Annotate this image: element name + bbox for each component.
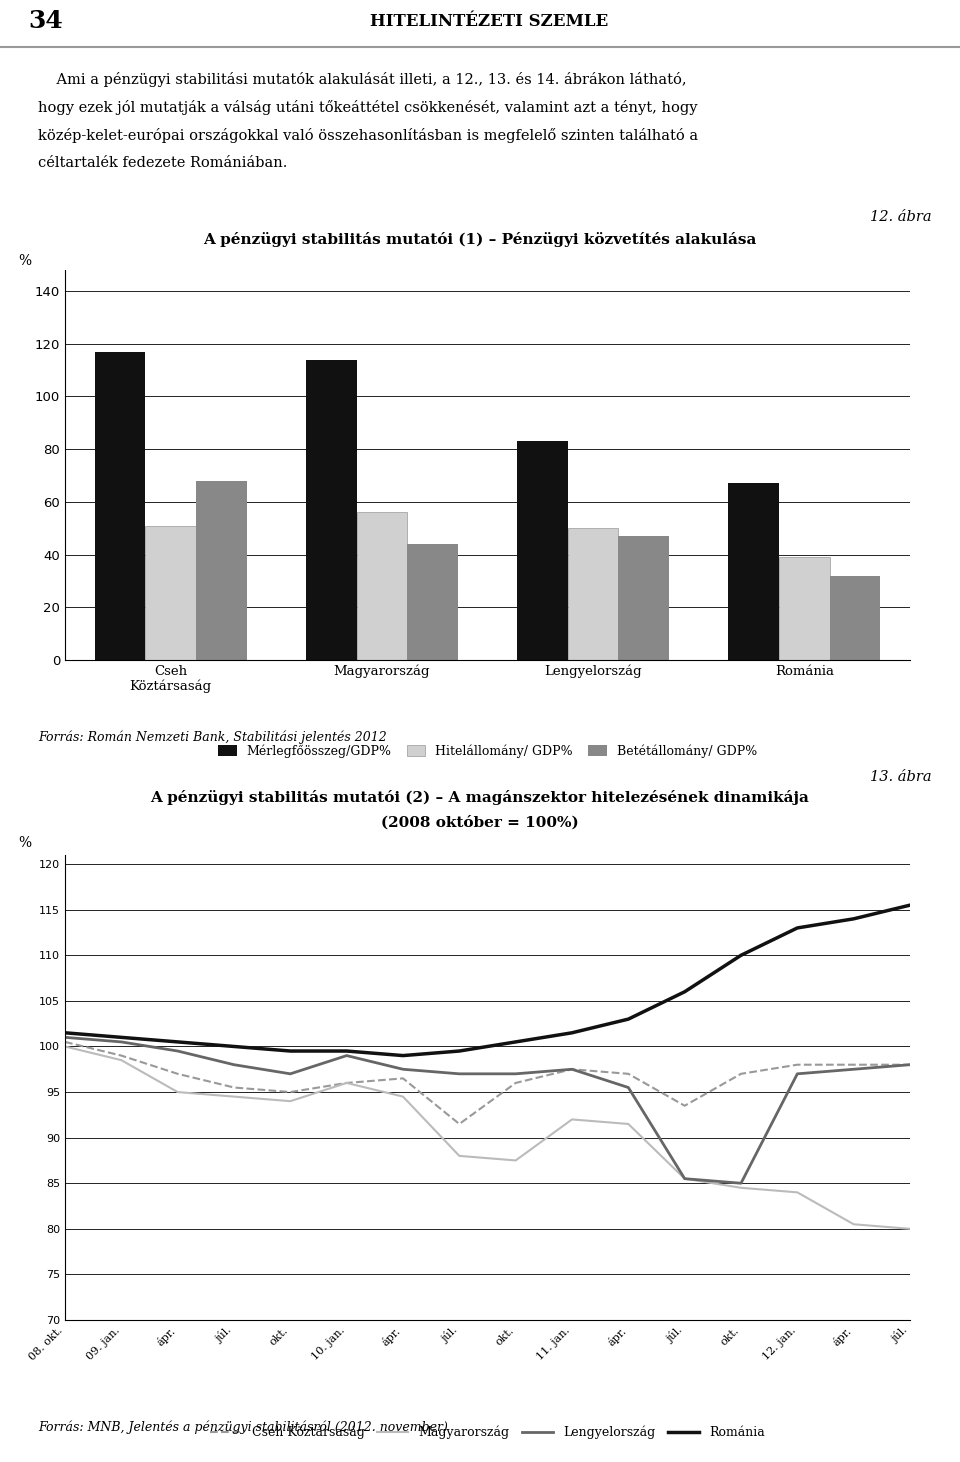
Text: hogy ezek jól mutatják a válság utáni tőkeáttétel csökkenését, valamint azt a té: hogy ezek jól mutatják a válság utáni tő… [38, 99, 698, 115]
Cseh Köztársaság [397, 1070, 409, 1088]
Románia [60, 1023, 71, 1041]
Lengyelország [848, 1060, 859, 1077]
Cseh Köztársaság [904, 1056, 916, 1073]
Legend: Cseh Köztársaság, Magyarország, Lengyelország, Románia: Cseh Köztársaság, Magyarország, Lengyelo… [205, 1421, 770, 1444]
Magyarország [623, 1116, 635, 1133]
Text: Forrás: Román Nemzeti Bank, Stabilitási jelentés 2012: Forrás: Román Nemzeti Bank, Stabilitási … [38, 730, 387, 744]
Text: közép-kelet-európai országokkal való összehasonlításban is megfelelő szinten tal: közép-kelet-európai országokkal való öss… [38, 129, 699, 143]
Bar [729, 484, 779, 659]
Lengyelország [792, 1064, 804, 1082]
Bar [618, 537, 669, 659]
Lengyelország [228, 1056, 240, 1073]
Cseh Köztársaság [623, 1064, 635, 1082]
Cseh Köztársaság [848, 1056, 859, 1073]
Románia [397, 1047, 409, 1064]
Románia [228, 1038, 240, 1056]
Line: Románia: Románia [65, 905, 910, 1056]
Cseh Köztársaság [341, 1075, 352, 1092]
Lengyelország [60, 1029, 71, 1047]
Text: HITELINTÉZETI SZEMLE: HITELINTÉZETI SZEMLE [371, 13, 609, 29]
Magyarország [735, 1178, 747, 1196]
Lengyelország [453, 1064, 465, 1082]
Line: Cseh Köztársaság: Cseh Köztársaság [65, 1042, 910, 1124]
Lengyelország [115, 1034, 127, 1051]
Cseh Köztársaság [453, 1116, 465, 1133]
Text: %: % [18, 254, 32, 269]
Magyarország [566, 1111, 578, 1129]
Cseh Köztársaság [172, 1064, 183, 1082]
Cseh Köztársaság [566, 1060, 578, 1077]
Line: Magyarország: Magyarország [65, 1047, 910, 1230]
Románia [679, 982, 690, 1000]
Magyarország [792, 1184, 804, 1202]
Line: Lengyelország: Lengyelország [65, 1038, 910, 1183]
Lengyelország [679, 1170, 690, 1187]
Magyarország [510, 1152, 521, 1170]
Románia [510, 1034, 521, 1051]
Románia [848, 909, 859, 927]
Cseh Köztársaság [679, 1096, 690, 1114]
Bar [829, 576, 880, 659]
Bar [306, 360, 356, 659]
Cseh Köztársaság [510, 1075, 521, 1092]
Lengyelország [172, 1042, 183, 1060]
Legend: Mérlegfőösszeg/GDP%, Hitelállomány/ GDP%, Betétállomány/ GDP%: Mérlegfőösszeg/GDP%, Hitelállomány/ GDP%… [213, 740, 762, 763]
Románia [904, 896, 916, 914]
Text: 12. ábra: 12. ábra [870, 211, 931, 224]
Bar [779, 557, 829, 659]
Cseh Köztársaság [284, 1083, 296, 1101]
Lengyelország [284, 1064, 296, 1082]
Cseh Köztársaság [735, 1064, 747, 1082]
Cseh Köztársaság [60, 1034, 71, 1051]
Cseh Köztársaság [228, 1079, 240, 1096]
Magyarország [228, 1088, 240, 1105]
Magyarország [60, 1038, 71, 1056]
Bar [407, 544, 458, 659]
Magyarország [904, 1221, 916, 1238]
Bar [95, 352, 145, 659]
Lengyelország [904, 1056, 916, 1073]
Románia [284, 1042, 296, 1060]
Magyarország [115, 1051, 127, 1069]
Románia [623, 1010, 635, 1028]
Románia [566, 1023, 578, 1041]
Bar [145, 526, 196, 659]
Magyarország [679, 1170, 690, 1187]
Text: %: % [18, 836, 32, 851]
Cseh Köztársaság [115, 1047, 127, 1064]
Románia [792, 920, 804, 937]
Magyarország [341, 1075, 352, 1092]
Magyarország [848, 1215, 859, 1232]
Bar [196, 481, 247, 659]
Bar [356, 513, 407, 659]
Text: A pénzügyi stabilitás mutatói (2) – A magánszektor hitelezésének dinamikája: A pénzügyi stabilitás mutatói (2) – A ma… [151, 789, 809, 806]
Románia [453, 1042, 465, 1060]
Lengyelország [623, 1079, 635, 1096]
Text: Forrás: MNB, Jelentés a pénzügyi stabilitásról (2012. november): Forrás: MNB, Jelentés a pénzügyi stabili… [38, 1420, 448, 1434]
Magyarország [172, 1083, 183, 1101]
Text: Ami a pénzügyi stabilitási mutatók alakulását illeti, a 12., 13. és 14. ábrákon : Ami a pénzügyi stabilitási mutatók alaku… [38, 72, 687, 88]
Románia [735, 946, 747, 963]
Lengyelország [341, 1047, 352, 1064]
Magyarország [453, 1148, 465, 1165]
Bar [517, 442, 567, 659]
Románia [341, 1042, 352, 1060]
Románia [172, 1034, 183, 1051]
Lengyelország [510, 1064, 521, 1082]
Text: céltartalék fedezete Romániában.: céltartalék fedezete Romániában. [38, 156, 288, 170]
Lengyelország [735, 1174, 747, 1192]
Text: (2008 október = 100%): (2008 október = 100%) [381, 814, 579, 829]
Text: 34: 34 [29, 9, 63, 34]
Bar [567, 528, 618, 659]
Románia [115, 1029, 127, 1047]
Cseh Köztársaság [792, 1056, 804, 1073]
Lengyelország [566, 1060, 578, 1077]
Text: A pénzügyi stabilitás mutatói (1) – Pénzügyi közvetítés alakulása: A pénzügyi stabilitás mutatói (1) – Pénz… [204, 232, 756, 247]
Lengyelország [397, 1060, 409, 1077]
Magyarország [397, 1088, 409, 1105]
Text: 13. ábra: 13. ábra [870, 770, 931, 784]
Magyarország [284, 1092, 296, 1110]
